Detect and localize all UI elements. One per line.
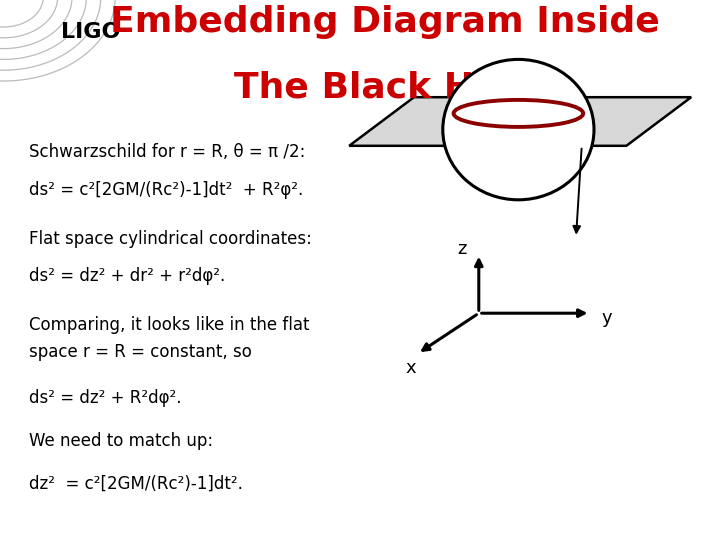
Text: z: z [457,240,467,259]
Text: ds² = c²[2GM/(Rc²)-1]dt²  + R²φ².: ds² = c²[2GM/(Rc²)-1]dt² + R²φ². [29,181,303,199]
Polygon shape [349,97,691,146]
Text: Schwarzschild for r = R, θ = π /2:: Schwarzschild for r = R, θ = π /2: [29,143,305,161]
Text: The Black Hole: The Black Hole [234,70,536,104]
Text: Embedding Diagram Inside: Embedding Diagram Inside [110,5,660,39]
Text: space r = R = constant, so: space r = R = constant, so [29,343,252,361]
Text: x: x [405,359,415,377]
Text: ds² = dz² + R²dφ².: ds² = dz² + R²dφ². [29,389,181,407]
Ellipse shape [443,59,594,200]
Text: Flat space cylindrical coordinates:: Flat space cylindrical coordinates: [29,230,312,247]
Text: Comparing, it looks like in the flat: Comparing, it looks like in the flat [29,316,310,334]
Text: dz²  = c²[2GM/(Rc²)-1]dt².: dz² = c²[2GM/(Rc²)-1]dt². [29,475,243,493]
Text: y: y [601,308,612,327]
Text: ds² = dz² + dr² + r²dφ².: ds² = dz² + dr² + r²dφ². [29,267,225,285]
Text: We need to match up:: We need to match up: [29,432,213,450]
Text: LIGO: LIGO [61,22,121,42]
